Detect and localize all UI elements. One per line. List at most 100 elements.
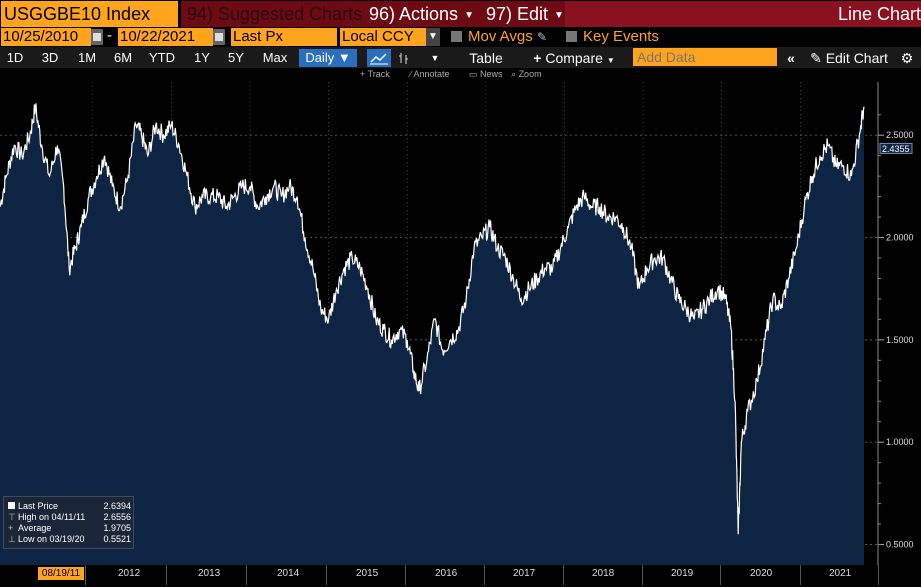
x-axis-separator [642, 565, 643, 585]
x-axis-separator [720, 565, 721, 585]
start-date-field[interactable]: 10/25/2010 [1, 28, 91, 46]
pencil-icon[interactable]: ✎ [536, 30, 547, 44]
compare-button[interactable]: + Compare ▼ [527, 49, 621, 67]
period-5y-button[interactable]: 5Y [228, 50, 244, 65]
legend-average-label: Average [18, 523, 52, 533]
table-button[interactable]: Table [469, 50, 503, 66]
toolbar: 1D 3D 1M 6M YTD 1Y 5Y Max Daily ▼ ▼ Tabl… [0, 47, 921, 68]
edit-caret-icon: ▼ [554, 10, 564, 21]
legend-high: ⊤ High on 04/11/11 2.6556 [8, 512, 133, 523]
mov-avgs-label[interactable]: Mov Avgs ✎ [468, 28, 547, 45]
x-axis-separator [484, 565, 485, 585]
line-chart-glyph [370, 53, 388, 65]
range-bar: 10/25/2010 - 10/22/2021 Last Px Local CC… [0, 27, 921, 47]
series-area-fill [0, 103, 864, 565]
period-1y-button[interactable]: 1Y [194, 50, 210, 65]
start-calendar-icon[interactable] [91, 29, 103, 45]
currency-select[interactable]: Local CCY [340, 28, 428, 46]
x-axis-separator [166, 565, 167, 585]
series-line [0, 103, 865, 535]
news-icon: ▭ [469, 69, 478, 79]
annotate-tool[interactable]: ∕ Annotate [410, 69, 450, 79]
x-axis-separator [85, 565, 86, 585]
chart-tool-strip: + Track ∕ Annotate ▭ News ⌕ Zoom [0, 68, 921, 82]
x-tick-label-2020: 2020 [750, 568, 773, 579]
track-tool[interactable]: + Track [360, 69, 390, 79]
end-date-field[interactable]: 10/22/2021 [118, 28, 213, 46]
x-tick-label-2019: 2019 [671, 568, 694, 579]
plus-icon: + [533, 50, 542, 66]
price-field-select[interactable]: Last Px [231, 28, 337, 46]
compare-caret-icon: ▼ [606, 56, 615, 65]
x-tick-label-2018: 2018 [592, 568, 615, 579]
collapse-chevrons-icon[interactable]: « [787, 50, 795, 66]
x-axis-cursor-date: 08/19/11 [38, 567, 84, 580]
y-axis: 2.5000 2.0000 1.5000 1.0000 0.5000 [877, 82, 914, 565]
suggested-charts-menu[interactable]: 94) Suggested Charts [181, 1, 365, 27]
last-value-marker: 2.4355 [879, 142, 913, 154]
low-marker-icon: ⊥ [8, 534, 16, 544]
legend-last-price-label: Last Price [18, 501, 59, 511]
period-1d-button[interactable]: 1D [6, 50, 24, 65]
frequency-select[interactable]: Daily ▼ [299, 49, 357, 67]
currency-dropdown-icon[interactable]: ▼ [426, 28, 440, 46]
track-label: Track [367, 69, 390, 79]
title-bar: USGGBE10 Index 94) Suggested Charts 96) … [0, 0, 921, 27]
annotate-icon: ∕ [410, 69, 412, 79]
y-tick-label-3: 1.0000 [886, 437, 914, 447]
annotate-label: Annotate [413, 69, 450, 79]
bar-chart-glyph [399, 53, 408, 64]
x-tick-label-2016: 2016 [435, 568, 458, 579]
security-ticker-field[interactable]: USGGBE10 Index [1, 1, 178, 27]
edit-menu-label: 97) Edit [486, 4, 549, 24]
legend-box: Last Price 2.6394 ⊤ High on 04/11/11 2.6556… [3, 496, 134, 549]
actions-menu-label: 96) Actions [369, 4, 459, 24]
line-chart-icon[interactable] [367, 49, 391, 67]
key-events-checkbox[interactable] [566, 31, 577, 42]
y-tick-label-0: 2.5000 [886, 130, 914, 140]
last-value-box [879, 142, 913, 154]
mov-avgs-checkbox[interactable] [451, 31, 462, 42]
period-max-button[interactable]: Max [262, 50, 288, 65]
edit-menu[interactable]: 97) Edit ▼ [480, 1, 568, 27]
edit-chart-button[interactable]: ✎ Edit Chart [805, 49, 893, 67]
key-events-label[interactable]: Key Events [583, 28, 659, 45]
legend-high-value: 2.6556 [103, 512, 131, 522]
magnifier-icon: ⌕ [511, 69, 517, 79]
legend-average: + Average 1.9705 [8, 523, 133, 534]
legend-last-price: Last Price 2.6394 [8, 501, 133, 512]
end-calendar-icon[interactable] [213, 29, 225, 45]
y-tick-label-4: 0.5000 [886, 540, 914, 550]
x-axis-separator [800, 565, 801, 585]
average-marker-icon: + [8, 523, 14, 533]
period-1m-button[interactable]: 1M [77, 50, 97, 65]
x-tick-label-2015: 2015 [356, 568, 379, 579]
add-data-input[interactable] [633, 48, 777, 66]
actions-menu[interactable]: 96) Actions ▼ [363, 1, 483, 27]
x-tick-label-2017: 2017 [513, 568, 536, 579]
legend-low-value: 0.5521 [103, 534, 131, 544]
legend-average-value: 1.9705 [103, 523, 131, 533]
x-tick-label-2012: 2012 [118, 568, 141, 579]
gear-icon[interactable]: ⚙ [900, 50, 914, 66]
chart-style-dropdown-icon[interactable]: ▼ [430, 53, 440, 63]
period-6m-button[interactable]: 6M [113, 50, 133, 65]
y-tick-label-2: 1.5000 [886, 335, 914, 345]
x-axis-separator [326, 565, 327, 585]
x-tick-label-2013: 2013 [198, 568, 221, 579]
period-ytd-button[interactable]: YTD [149, 50, 175, 65]
legend-square-icon [8, 502, 15, 509]
crosshair-icon: + [360, 69, 366, 79]
edit-chart-label: Edit Chart [825, 50, 888, 66]
pencil-icon: ✎ [810, 50, 822, 66]
high-marker-icon: ⊤ [8, 512, 16, 522]
x-axis-separator [878, 565, 879, 585]
bar-chart-icon[interactable] [395, 49, 413, 67]
line-chart[interactable]: 2.5000 2.0000 1.5000 1.0000 0.5000 2.4355 [0, 82, 921, 565]
compare-label: Compare [545, 50, 603, 66]
x-tick-label-2021: 2021 [829, 568, 852, 579]
zoom-tool[interactable]: ⌕ Zoom [511, 69, 542, 80]
x-axis-separator [563, 565, 564, 585]
period-3d-button[interactable]: 3D [41, 50, 59, 65]
news-tool[interactable]: ▭ News [469, 69, 503, 80]
